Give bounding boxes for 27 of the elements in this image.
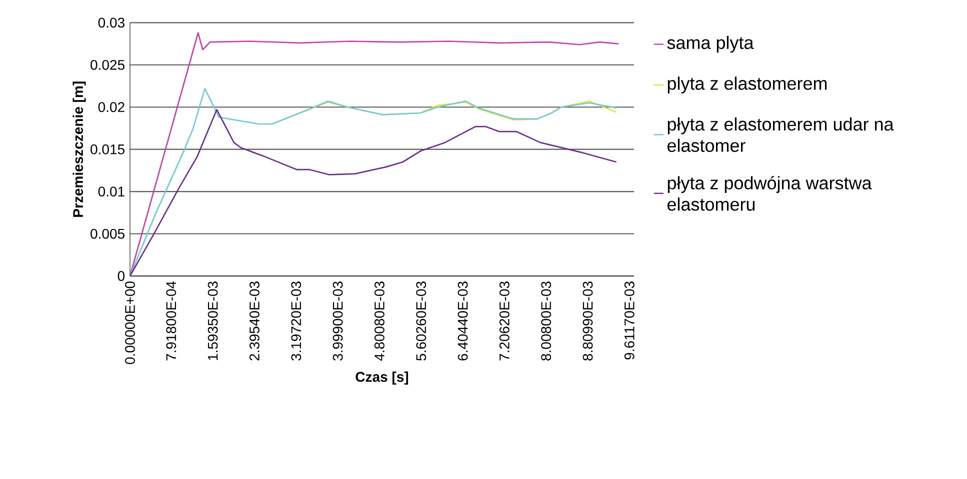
x-tick-label: 2.39540E-03 bbox=[250, 282, 260, 360]
line-series bbox=[129, 32, 620, 277]
x-tick-label: 5.60260E-03 bbox=[416, 282, 426, 361]
legend-label: sama plyta bbox=[667, 36, 754, 53]
y-tick-label: 0.025 bbox=[90, 60, 124, 70]
y-tick-label: 0.02 bbox=[98, 102, 124, 112]
x-tick-label: 0.00000E+00 bbox=[125, 281, 135, 364]
x-tick-label: 3.99900E-03 bbox=[332, 282, 343, 361]
y-axis-title: Przemieszczenie [m] bbox=[72, 82, 86, 217]
y-tick-label: 0 bbox=[118, 271, 125, 281]
x-tick-label: 7.20620E-03 bbox=[499, 282, 510, 360]
y-tick-label: 0.005 bbox=[90, 228, 124, 239]
legend-label: płyta z elastomerem udar na elastomer bbox=[668, 117, 894, 152]
x-tick-label: 8.80990E-03 bbox=[582, 282, 593, 361]
x-tick-label: 8.00800E-03 bbox=[541, 282, 552, 361]
legend-label: płyta z podwójna warstwa elastomeru bbox=[668, 176, 872, 211]
x-tick-label: 9.61170E-03 bbox=[624, 282, 634, 360]
x-tick-label: 4.80080E-03 bbox=[374, 282, 384, 361]
y-tick-label: 0.01 bbox=[98, 186, 124, 197]
x-axis-title: Czas [s] bbox=[356, 372, 408, 385]
legend-label: plyta z elastomerem bbox=[668, 76, 827, 94]
x-tick-label: 6.40440E-03 bbox=[458, 282, 468, 360]
x-tick-label: 7.91800E-04 bbox=[166, 281, 176, 360]
x-tick-label: 1.59350E-03 bbox=[208, 282, 218, 360]
x-tick-label: 3.19720E-03 bbox=[291, 282, 302, 361]
y-tick-label: 0.015 bbox=[90, 144, 124, 154]
y-tick-label: 0.03 bbox=[98, 18, 124, 28]
